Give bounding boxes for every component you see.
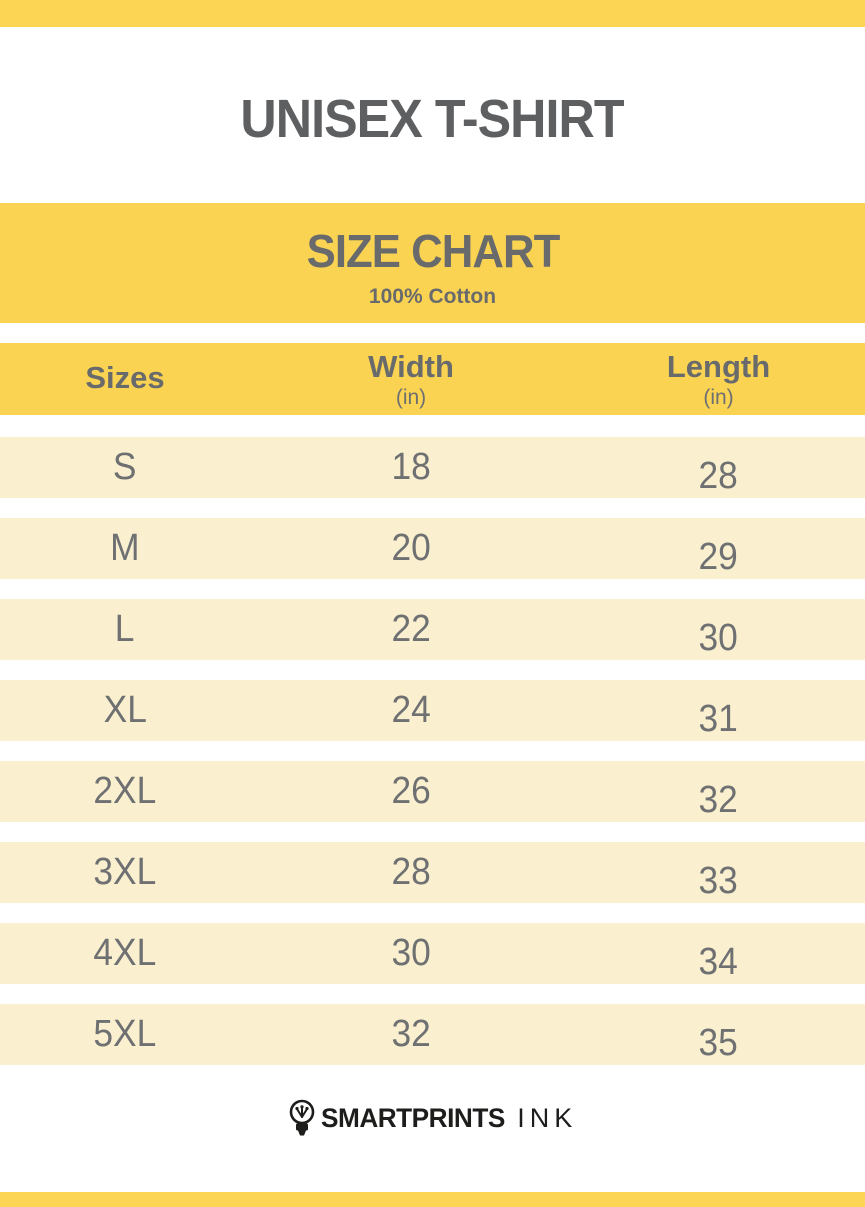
table-row: 2XL 26 32 [0,761,865,822]
top-accent-bar [0,0,865,27]
table-row: XL 24 31 [0,680,865,741]
width-value: 20 [391,527,431,569]
brand-logo: SMARTPRINTS INK [0,1097,865,1139]
column-header-width-label: Width [368,349,454,384]
table-row: L 22 30 [0,599,865,660]
brand-name-light: INK [517,1102,578,1133]
brand-name-bold-text: SMARTPRINTS [320,1102,505,1133]
size-value: 4XL [93,932,157,974]
length-value: 31 [698,698,739,740]
size-cell: 2XL [0,770,250,813]
length-cell: 30 [572,617,865,660]
table-row: 4XL 30 34 [0,923,865,984]
length-cell: 31 [572,698,865,741]
length-cell: 32 [572,779,865,822]
size-cell: 4XL [0,932,250,975]
width-cell: 28 [250,851,572,894]
column-header-length-unit: (in) [703,386,734,409]
width-cell: 22 [250,608,572,651]
size-rows: S 18 28 M 20 29 L 22 30 XL 24 31 2XL 26 … [0,437,865,1085]
column-header-sizes: Sizes [0,343,250,415]
column-header-length: Length (in) [572,343,865,415]
table-row: S 18 28 [0,437,865,498]
length-cell: 28 [572,455,865,498]
page-title: UNISEX T-SHIRT [0,88,865,150]
width-value: 28 [391,851,431,893]
table-row: 5XL 32 35 [0,1004,865,1065]
size-chart-heading-text: SIZE CHART [306,225,560,277]
length-cell: 35 [572,1022,865,1065]
width-value: 18 [391,446,431,488]
width-cell: 26 [250,770,572,813]
bottom-accent-bar [0,1192,865,1207]
table-row: M 20 29 [0,518,865,579]
length-value: 35 [698,1022,739,1064]
size-value: S [113,446,137,488]
width-cell: 32 [250,1013,572,1056]
size-chart-heading: SIZE CHART [0,203,865,278]
width-value: 26 [391,770,431,812]
size-value: L [115,608,135,650]
length-value: 28 [698,455,739,497]
width-cell: 18 [250,446,572,489]
column-header-width: Width (in) [250,343,572,415]
table-header-row: Sizes Width (in) Length (in) [0,343,865,415]
material-subtitle: 100% Cotton [368,285,497,308]
width-value: 32 [391,1013,431,1055]
length-cell: 33 [572,860,865,903]
length-value: 30 [698,617,739,659]
column-header-width-unit: (in) [395,386,427,409]
length-value: 33 [698,860,739,902]
size-cell: 3XL [0,851,250,894]
length-cell: 29 [572,536,865,579]
size-value: XL [103,689,147,731]
size-chart-banner: SIZE CHART 100% Cotton [0,203,865,323]
column-header-sizes-label: Sizes [85,360,165,395]
size-cell: XL [0,689,250,732]
size-value: 3XL [93,851,157,893]
table-row: 3XL 28 33 [0,842,865,903]
width-cell: 30 [250,932,572,975]
brand-name-bold: SMARTPRINTS [321,1103,511,1134]
size-cell: S [0,446,250,489]
size-value: 2XL [93,770,157,812]
length-value: 34 [698,941,739,983]
size-cell: 5XL [0,1013,250,1056]
length-cell: 34 [572,941,865,984]
size-cell: L [0,608,250,651]
size-cell: M [0,527,250,570]
lightbulb-icon [289,1099,315,1136]
width-value: 30 [391,932,431,974]
width-cell: 24 [250,689,572,732]
width-value: 22 [391,608,431,650]
size-value: M [110,527,140,569]
width-value: 24 [391,689,431,731]
width-cell: 20 [250,527,572,570]
length-value: 32 [698,779,739,821]
size-value: 5XL [93,1013,157,1055]
page-title-text: UNISEX T-SHIRT [240,89,625,149]
length-value: 29 [698,536,739,578]
column-header-length-label: Length [666,349,771,384]
